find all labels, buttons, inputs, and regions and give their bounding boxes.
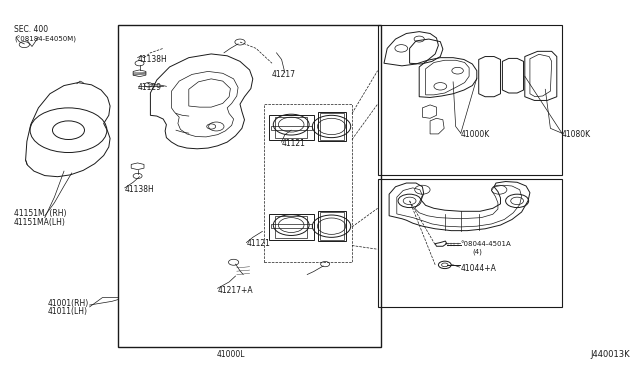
Text: (°08184-E4050M): (°08184-E4050M) xyxy=(14,35,76,43)
Text: 41121: 41121 xyxy=(282,139,305,148)
Text: 41217+A: 41217+A xyxy=(218,286,253,295)
Text: 41000K: 41000K xyxy=(461,130,490,139)
Text: 41121: 41121 xyxy=(246,239,270,248)
Text: 41138H: 41138H xyxy=(125,185,154,194)
Text: 41080K: 41080K xyxy=(562,130,591,139)
Text: 41151MA(LH): 41151MA(LH) xyxy=(14,218,66,227)
Text: 41129: 41129 xyxy=(138,83,161,92)
Text: 41044+A: 41044+A xyxy=(461,264,497,273)
Text: 41000L: 41000L xyxy=(216,350,244,359)
Text: 41011(LH): 41011(LH) xyxy=(48,307,88,316)
Text: (4): (4) xyxy=(472,249,482,256)
Text: 41138H: 41138H xyxy=(138,55,167,64)
Text: SEC. 400: SEC. 400 xyxy=(14,25,48,34)
Text: 41217: 41217 xyxy=(272,70,296,79)
Text: J440013K: J440013K xyxy=(591,350,630,359)
Text: 41151M  (RH): 41151M (RH) xyxy=(14,209,67,218)
Text: °08044-4501A: °08044-4501A xyxy=(461,241,511,247)
Text: 41001(RH): 41001(RH) xyxy=(48,299,89,308)
